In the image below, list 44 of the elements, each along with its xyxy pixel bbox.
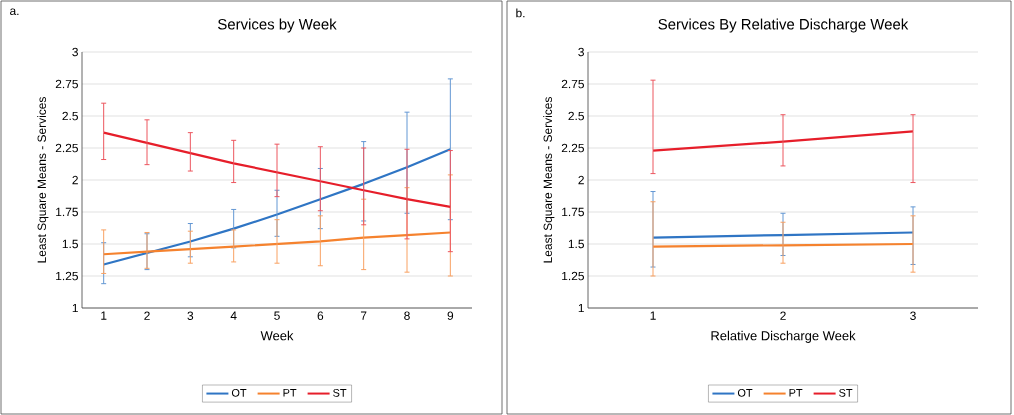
x-tick-label: 1 [101, 311, 107, 320]
y-tick-label: 1.25 [56, 271, 78, 281]
y-axis-title: Least Square Means - Services [543, 97, 555, 263]
y-tick-label: 1.75 [56, 207, 78, 217]
y-tick-label: 1.5 [62, 239, 78, 249]
x-tick-label: 6 [317, 311, 324, 320]
legend-label: OT [737, 389, 753, 397]
x-tick-label: 3 [187, 311, 194, 320]
x-tick-label: 9 [447, 311, 454, 320]
text: b. [516, 8, 525, 18]
y-tick-label: 1 [72, 303, 78, 313]
y-tick-label: 1.75 [562, 207, 584, 217]
y-tick-label: 3 [72, 47, 78, 57]
legend-label: ST [839, 389, 853, 397]
chart-title: Services by Week [218, 18, 337, 33]
chart-title: Services By Relative Discharge Week [658, 18, 909, 33]
y-tick-label: 2.75 [561, 79, 584, 89]
x-tick-label: 3 [910, 311, 916, 320]
y-tick-label: 2.5 [62, 111, 78, 121]
y-tick-label: 2 [578, 175, 584, 185]
x-tick-label: 7 [360, 311, 367, 320]
y-tick-label: 1.5 [568, 239, 584, 249]
x-tick-label: 2 [780, 311, 786, 320]
y-tick-label: 1 [578, 303, 584, 313]
legend-label: ST [333, 389, 347, 397]
x-axis-title: Week [260, 330, 294, 341]
x-tick-label: 2 [144, 311, 150, 320]
text: a. [10, 8, 19, 16]
y-axis-title: Least Square Means - Services [37, 97, 49, 263]
y-tick-label: 2.5 [568, 111, 584, 121]
x-tick-label: 8 [404, 311, 410, 320]
y-tick-label: 2.75 [55, 79, 78, 89]
y-tick-label: 2.25 [561, 143, 584, 153]
x-tick-label: 4 [230, 311, 237, 320]
legend-label: OT [231, 389, 247, 397]
y-tick-label: 3 [578, 47, 584, 57]
x-tick-label: 1 [650, 311, 656, 320]
y-tick-label: 2 [72, 175, 78, 185]
legend-label: PT [789, 389, 803, 397]
x-tick-label: 5 [274, 311, 280, 320]
x-axis-title: Relative Discharge Week [711, 330, 856, 343]
y-tick-label: 2.25 [55, 143, 78, 153]
y-tick-label: 1.25 [562, 271, 584, 281]
legend-label: PT [283, 389, 297, 397]
